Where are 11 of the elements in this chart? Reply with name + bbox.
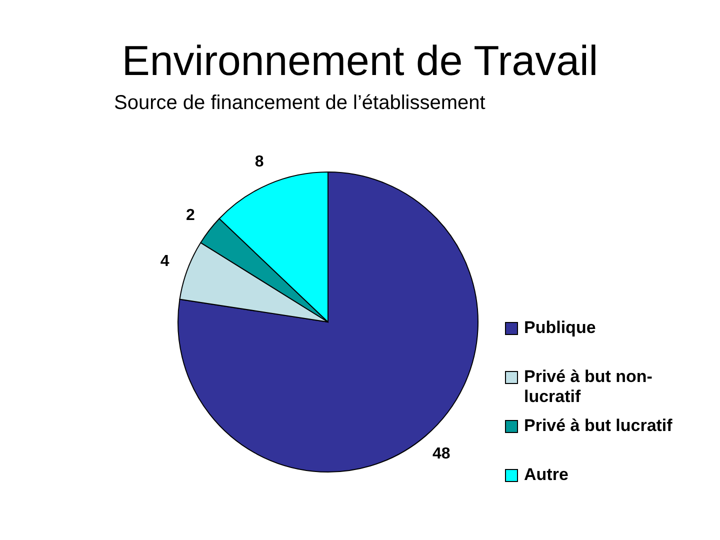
- legend-label: Autre: [524, 465, 568, 485]
- data-label: 48: [432, 446, 450, 463]
- legend-label: Publique: [524, 318, 596, 338]
- chart-subtitle: Source de financement de l’établissement: [114, 91, 486, 116]
- data-label: 4: [160, 253, 170, 270]
- pie-slice: [178, 172, 478, 472]
- chart-title: Environnement de Travail: [120, 36, 600, 86]
- legend-label: Privé à but non-lucratif: [524, 367, 654, 407]
- data-label: 8: [254, 154, 264, 171]
- data-label: 2: [186, 206, 195, 224]
- legend-label: Privé à but lucratif: [524, 416, 672, 436]
